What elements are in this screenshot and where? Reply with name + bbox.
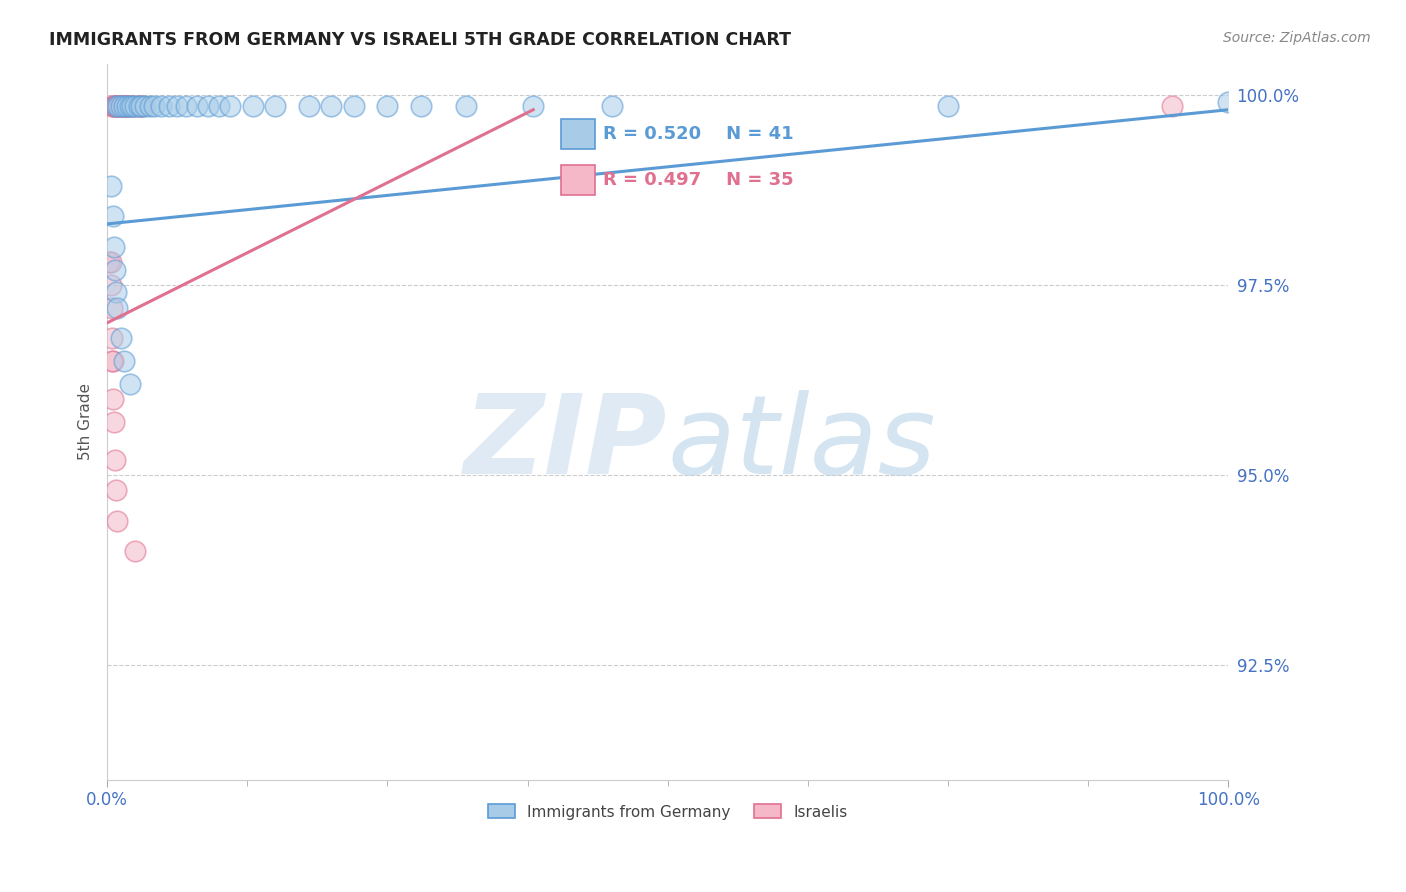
Point (101, 354, 124, 368)
Point (197, 99, 219, 113)
Point (118, 99, 141, 113)
Point (105, 483, 128, 498)
Point (104, 99, 127, 113)
Point (101, 392, 124, 406)
Point (321, 99, 343, 113)
Point (242, 99, 264, 113)
Point (101, 99, 124, 113)
Point (124, 99, 146, 113)
Point (208, 99, 231, 113)
Text: Source: ZipAtlas.com: Source: ZipAtlas.com (1223, 31, 1371, 45)
Point (115, 99, 138, 113)
Point (112, 354, 135, 368)
Point (143, 99, 166, 113)
Point (186, 99, 208, 113)
Point (104, 262, 127, 277)
Point (118, 99, 141, 113)
Point (105, 99, 128, 113)
Text: atlas: atlas (668, 390, 936, 497)
Point (105, 285, 128, 300)
Point (111, 99, 134, 113)
Point (1218, 95, 1240, 109)
Point (98, 255, 121, 269)
Point (118, 376, 141, 391)
Point (128, 99, 150, 113)
Y-axis label: 5th Grade: 5th Grade (79, 384, 93, 460)
Point (101, 209, 124, 223)
Point (343, 99, 366, 113)
Point (129, 99, 152, 113)
Point (100, 255, 122, 269)
Point (103, 415, 125, 429)
Point (105, 514, 128, 528)
Point (132, 99, 155, 113)
Point (105, 301, 128, 315)
Point (110, 331, 132, 345)
Point (117, 99, 139, 113)
Point (112, 99, 135, 113)
Point (103, 99, 125, 113)
Text: IMMIGRANTS FROM GERMANY VS ISRAELI 5TH GRADE CORRELATION CHART: IMMIGRANTS FROM GERMANY VS ISRAELI 5TH G… (49, 31, 792, 49)
Point (409, 99, 432, 113)
Point (110, 99, 132, 113)
Point (114, 99, 136, 113)
Point (454, 99, 477, 113)
Point (600, 99, 623, 113)
Point (124, 99, 146, 113)
Point (124, 544, 146, 558)
Point (128, 99, 150, 113)
Point (936, 99, 959, 113)
Point (1161, 99, 1184, 113)
Point (104, 453, 127, 467)
Text: ZIP: ZIP (464, 390, 668, 497)
Point (117, 99, 139, 113)
Point (100, 354, 122, 368)
Point (107, 99, 129, 113)
Point (149, 99, 172, 113)
Point (100, 277, 122, 292)
Point (129, 99, 152, 113)
Point (105, 99, 128, 113)
Point (157, 99, 180, 113)
Point (110, 99, 132, 113)
Point (107, 99, 129, 113)
Point (112, 99, 135, 113)
Point (105, 99, 128, 113)
Point (100, 99, 122, 113)
Point (377, 99, 399, 113)
Point (522, 99, 544, 113)
Point (100, 178, 122, 193)
Point (117, 99, 139, 113)
Point (166, 99, 188, 113)
Point (219, 99, 242, 113)
Point (100, 301, 122, 315)
Point (121, 99, 143, 113)
Point (121, 99, 143, 113)
Point (139, 99, 162, 113)
Point (108, 99, 131, 113)
Point (298, 99, 321, 113)
Point (100, 331, 122, 345)
Point (134, 99, 156, 113)
Point (174, 99, 197, 113)
Point (103, 240, 125, 254)
Point (264, 99, 287, 113)
Point (111, 99, 134, 113)
Legend: Immigrants from Germany, Israelis: Immigrants from Germany, Israelis (482, 798, 853, 826)
